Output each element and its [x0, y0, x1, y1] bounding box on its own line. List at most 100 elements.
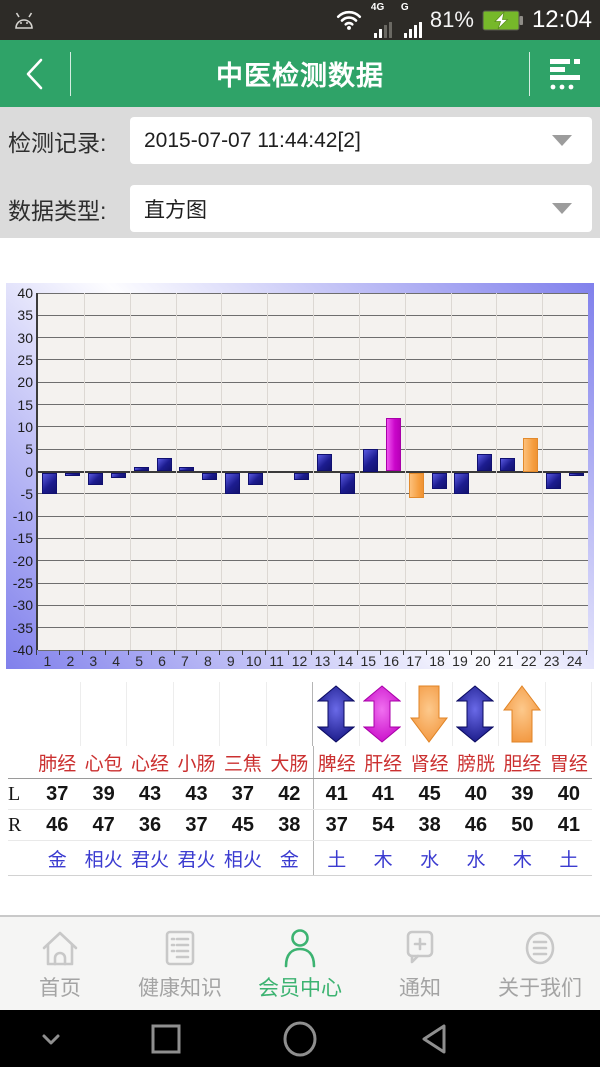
member-icon: [284, 929, 316, 968]
table-cell: 40: [557, 782, 580, 805]
back-button[interactable]: [0, 40, 70, 107]
table-cell: [499, 682, 546, 746]
x-axis-tick: [586, 650, 587, 655]
menu-button[interactable]: [530, 40, 600, 107]
filter-panel: 检测记录: 2015-07-07 11:44:42[2] 数据类型: 直方图: [0, 107, 600, 238]
y-axis-label: 5: [25, 441, 33, 458]
nav-label: 通知: [399, 977, 441, 1000]
nav-item-member[interactable]: 会员中心: [240, 917, 360, 1010]
chevron-down-icon: [552, 203, 572, 214]
double-blue-arrow-icon: [316, 685, 355, 743]
x-axis-tick: [81, 650, 83, 655]
gridline: [496, 293, 498, 650]
table-cell: [453, 682, 499, 746]
table-cell: 木: [512, 849, 532, 871]
appbar-divider-left: [70, 51, 71, 96]
signal-4g-icon: 4G: [371, 2, 392, 38]
status-bar: 4G G 81% 12:04: [0, 0, 600, 40]
gridline: [404, 293, 406, 650]
gridline: [83, 293, 85, 650]
chart-bar: [225, 472, 241, 494]
table-cell: 肝经: [364, 753, 403, 775]
x-axis-label: 11: [269, 653, 284, 669]
double-blue-arrow-icon: [456, 685, 495, 743]
table-cell: 胆经: [503, 753, 542, 775]
table-cell: 40: [464, 782, 488, 805]
row-label: L: [8, 782, 21, 805]
chart-bar: [202, 472, 218, 481]
table-cell: 39: [92, 782, 115, 805]
x-axis-tick: [173, 650, 175, 655]
row-label: [8, 682, 34, 746]
gridline: [175, 293, 177, 650]
x-axis-label: 21: [497, 653, 514, 669]
chart-bar: [133, 467, 149, 472]
x-axis-label: 8: [203, 653, 212, 669]
chart-bar: [500, 458, 516, 472]
home-circle-icon[interactable]: [281, 1020, 319, 1058]
back-triangle-icon[interactable]: [418, 1022, 452, 1056]
table-cell: 胃经: [549, 753, 588, 775]
chart-bar: [454, 472, 470, 494]
x-axis-label: 20: [475, 653, 491, 669]
nav-item-home[interactable]: 首页: [0, 917, 120, 1010]
chevron-down-icon: [552, 135, 572, 146]
nav-label: 关于我们: [498, 977, 582, 1000]
chart-bar: [408, 472, 424, 499]
x-axis-tick: [448, 650, 450, 655]
app-bar: 中医检测数据: [0, 40, 600, 107]
type-label: 数据类型:: [8, 197, 107, 224]
table-cell: 相火: [223, 849, 262, 871]
table-cell: 君火: [177, 849, 216, 871]
x-axis-tick: [196, 650, 198, 655]
table-cell: 43: [185, 782, 208, 805]
x-axis-tick: [219, 650, 221, 655]
y-axis-label: -30: [12, 597, 33, 614]
table-cell: 心包: [84, 753, 123, 775]
x-axis-tick: [402, 650, 404, 655]
nav-item-about[interactable]: 关于我们: [480, 917, 600, 1010]
chart-bar: [110, 472, 126, 479]
x-axis-label: 3: [89, 653, 98, 669]
x-axis-label: 5: [135, 653, 144, 669]
menu-list-icon: [550, 58, 580, 89]
table-cell: 43: [138, 782, 162, 805]
element-row: 金相火 君火 君火 相火金土木水水木土: [8, 841, 592, 876]
x-axis-tick: [425, 650, 427, 655]
table-cell: [174, 682, 220, 746]
nav-item-notification[interactable]: 通知: [360, 917, 480, 1010]
table-cell: 38: [266, 810, 314, 840]
x-axis-label: 17: [406, 653, 422, 669]
y-axis-label: 35: [17, 307, 33, 324]
table-cell: 肾经: [410, 753, 449, 775]
table-cell: 41: [325, 782, 348, 805]
table-cell: 土: [559, 849, 579, 871]
table-cell: [220, 682, 267, 746]
x-axis-tick: [311, 650, 312, 655]
x-axis-tick: [494, 650, 496, 655]
chart-bar: [569, 472, 585, 476]
x-axis-tick: [356, 650, 358, 655]
right-row: R 46 47 36 37 45 38 37 54 38 46 50 41: [8, 810, 592, 841]
appbar-divider-right: [529, 51, 530, 96]
y-axis-label: 30: [17, 329, 33, 346]
nav-item-knowledge[interactable]: 健康知识: [120, 917, 240, 1010]
y-axis-label: 25: [17, 351, 33, 368]
nav-label: 会员中心: [258, 977, 342, 1000]
table-cell: 肺经: [38, 753, 77, 775]
nav-label: 首页: [39, 977, 81, 1000]
y-axis-label: -20: [12, 552, 33, 569]
clock: 12:04: [531, 6, 592, 33]
type-select[interactable]: 直方图: [130, 185, 592, 232]
x-axis-tick: [333, 650, 335, 655]
table-cell: 37: [325, 813, 348, 836]
table-cell: 三焦: [223, 753, 262, 775]
record-select[interactable]: 2015-07-07 11:44:42[2]: [130, 117, 592, 164]
knowledge-icon: [165, 930, 195, 966]
recents-square-icon[interactable]: [150, 1023, 182, 1055]
table-cell: 45: [418, 782, 441, 805]
x-axis-label: 1: [43, 653, 52, 669]
table-cell: 46: [46, 813, 69, 836]
table-cell: 水: [466, 849, 486, 871]
hide-bar-chevron-icon[interactable]: [40, 1032, 62, 1046]
